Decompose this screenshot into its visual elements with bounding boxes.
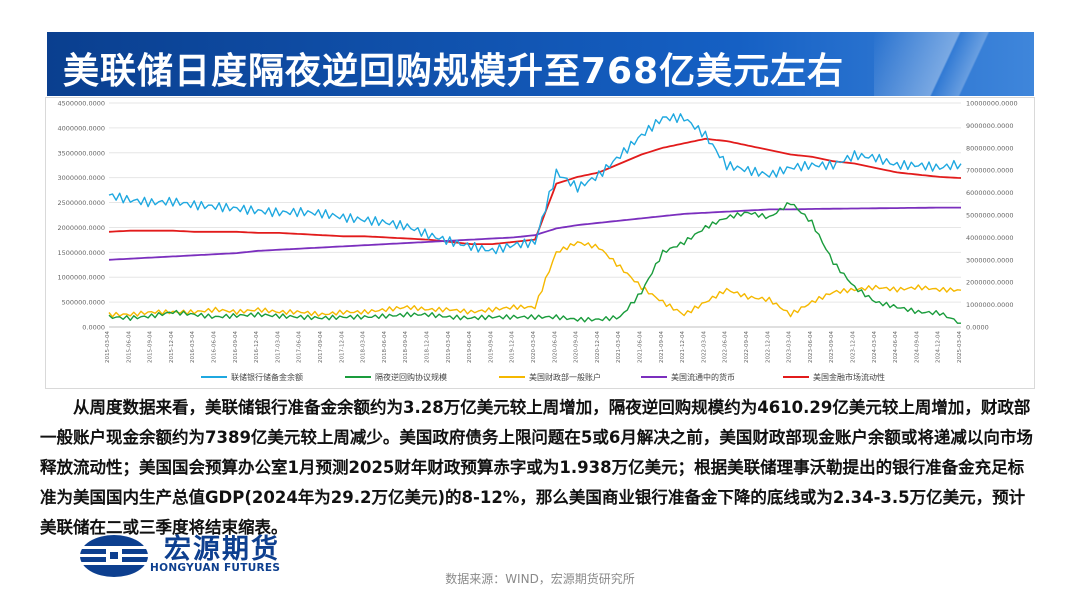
x-tick-label: 2020-09-04 <box>574 331 580 363</box>
company-logo: 宏源期货 HONGYUAN FUTURES <box>76 531 316 579</box>
x-tick-label: 2022-06-04 <box>723 331 729 363</box>
left-tick-label: 500000.0000 <box>62 299 105 307</box>
series-lines <box>108 113 962 324</box>
x-tick-label: 2020-06-04 <box>552 331 558 363</box>
x-tick-label: 2019-12-04 <box>510 331 516 363</box>
series-line-4 <box>108 137 962 246</box>
series-line-0 <box>108 113 962 255</box>
right-tick-label: 10000000.0000 <box>966 100 1018 108</box>
x-tick-label: 2022-12-04 <box>765 331 771 363</box>
series-line-3 <box>108 206 961 261</box>
x-tick-label: 2017-12-04 <box>339 331 345 363</box>
x-axis-ticks: 2015-03-04 2015-06-04 2015-09-04 2015-12-04… <box>105 331 963 363</box>
x-tick-label: 2021-03-04 <box>616 331 622 363</box>
x-tick-label: 2023-09-04 <box>829 331 835 363</box>
series-line-2 <box>108 241 962 318</box>
x-tick-label: 2016-09-04 <box>233 331 239 363</box>
data-source-note: 数据来源：WIND，宏源期货研究所 <box>445 572 635 586</box>
x-tick-label: 2015-06-04 <box>126 331 132 363</box>
x-tick-label: 2025-03-04 <box>957 331 963 363</box>
right-tick-label: 8000000.0000 <box>966 144 1014 152</box>
right-tick-label: 1000000.0000 <box>966 301 1014 309</box>
legend-label: 美国金融市场流动性 <box>813 372 885 382</box>
line-chart: 0.0000 500000.0000 1000000.0000 1500000.000… <box>45 97 1035 389</box>
x-tick-label: 2016-12-04 <box>254 331 260 363</box>
x-tick-label: 2015-03-04 <box>105 331 111 363</box>
x-tick-label: 2022-03-04 <box>701 331 707 363</box>
x-tick-label: 2015-12-04 <box>169 331 175 363</box>
x-tick-label: 2024-03-04 <box>872 331 878 363</box>
left-tick-label: 4000000.0000 <box>57 124 105 132</box>
x-tick-label: 2018-12-04 <box>425 331 431 363</box>
x-tick-label: 2016-03-04 <box>190 331 196 363</box>
left-tick-label: 3000000.0000 <box>57 174 105 182</box>
right-axis-ticks: 0.0000 1000000.0000 2000000.0000 3000000.00… <box>966 100 1018 332</box>
x-tick-label: 2020-12-04 <box>595 331 601 363</box>
x-tick-label: 2023-06-04 <box>808 331 814 363</box>
legend-label: 美国财政部一般账户 <box>529 372 601 382</box>
commentary-paragraph: 从周度数据来看，美联储银行准备金余额约为3.28万亿美元较上周增加，隔夜逆回购规… <box>40 398 1033 537</box>
x-tick-label: 2022-09-04 <box>744 331 750 363</box>
left-tick-label: 3500000.0000 <box>57 149 105 157</box>
logo-name-en: HONGYUAN FUTURES <box>150 562 281 574</box>
x-tick-label: 2015-09-04 <box>148 331 154 363</box>
x-tick-label: 2017-06-04 <box>297 331 303 363</box>
logo-name-cn: 宏源期货 <box>164 534 280 565</box>
legend-label: 隔夜逆回购协议规模 <box>375 372 447 382</box>
series-line-1 <box>108 202 961 324</box>
chart-grid <box>109 102 961 328</box>
legend-label: 联储银行储备金余额 <box>231 372 303 382</box>
right-tick-label: 5000000.0000 <box>966 212 1014 220</box>
x-tick-label: 2019-09-04 <box>488 331 494 363</box>
x-tick-label: 2021-06-04 <box>638 331 644 363</box>
logo-mark-icon <box>78 535 150 577</box>
right-tick-label: 2000000.0000 <box>966 279 1014 287</box>
chart-legend: 联储银行储备金余额 隔夜逆回购协议规模 美国财政部一般账户 美国流通中的货币 美国金融市… <box>201 372 885 382</box>
left-axis-ticks: 0.0000 500000.0000 1000000.0000 1500000.000… <box>57 100 105 332</box>
x-tick-label: 2020-03-04 <box>531 331 537 363</box>
x-tick-label: 2024-12-04 <box>936 331 942 363</box>
x-tick-label: 2018-06-04 <box>382 331 388 363</box>
x-tick-label: 2018-03-04 <box>361 331 367 363</box>
left-tick-label: 2500000.0000 <box>57 199 105 207</box>
x-tick-label: 2024-06-04 <box>893 331 899 363</box>
banner-accent <box>874 32 1034 96</box>
x-tick-label: 2019-06-04 <box>467 331 473 363</box>
right-tick-label: 7000000.0000 <box>966 167 1014 175</box>
title-banner: 美联储日度隔夜逆回购规模升至768亿美元左右 <box>47 32 1034 96</box>
x-tick-label: 2016-06-04 <box>212 331 218 363</box>
right-tick-label: 6000000.0000 <box>966 189 1014 197</box>
x-tick-label: 2017-09-04 <box>318 331 324 363</box>
x-tick-label: 2023-03-04 <box>787 331 793 363</box>
legend-label: 美国流通中的货币 <box>671 372 735 382</box>
x-tick-label: 2018-09-04 <box>403 331 409 363</box>
x-tick-label: 2017-03-04 <box>275 331 281 363</box>
x-tick-label: 2021-12-04 <box>680 331 686 363</box>
left-tick-label: 1500000.0000 <box>57 249 105 257</box>
right-tick-label: 4000000.0000 <box>966 234 1014 242</box>
left-tick-label: 0.0000 <box>82 324 105 332</box>
chart-frame <box>45 97 1035 389</box>
x-tick-label: 2019-03-04 <box>446 331 452 363</box>
page-title: 美联储日度隔夜逆回购规模升至768亿美元左右 <box>63 51 845 92</box>
right-tick-label: 9000000.0000 <box>966 122 1014 130</box>
left-tick-label: 1000000.0000 <box>57 274 105 282</box>
left-tick-label: 4500000.0000 <box>57 100 105 108</box>
x-tick-label: 2021-09-04 <box>659 331 665 363</box>
left-tick-label: 2000000.0000 <box>57 224 105 232</box>
x-tick-label: 2023-12-04 <box>851 331 857 363</box>
x-tick-label: 2024-09-04 <box>914 331 920 363</box>
right-tick-label: 3000000.0000 <box>966 256 1014 264</box>
right-tick-label: 0.0000 <box>966 324 989 332</box>
